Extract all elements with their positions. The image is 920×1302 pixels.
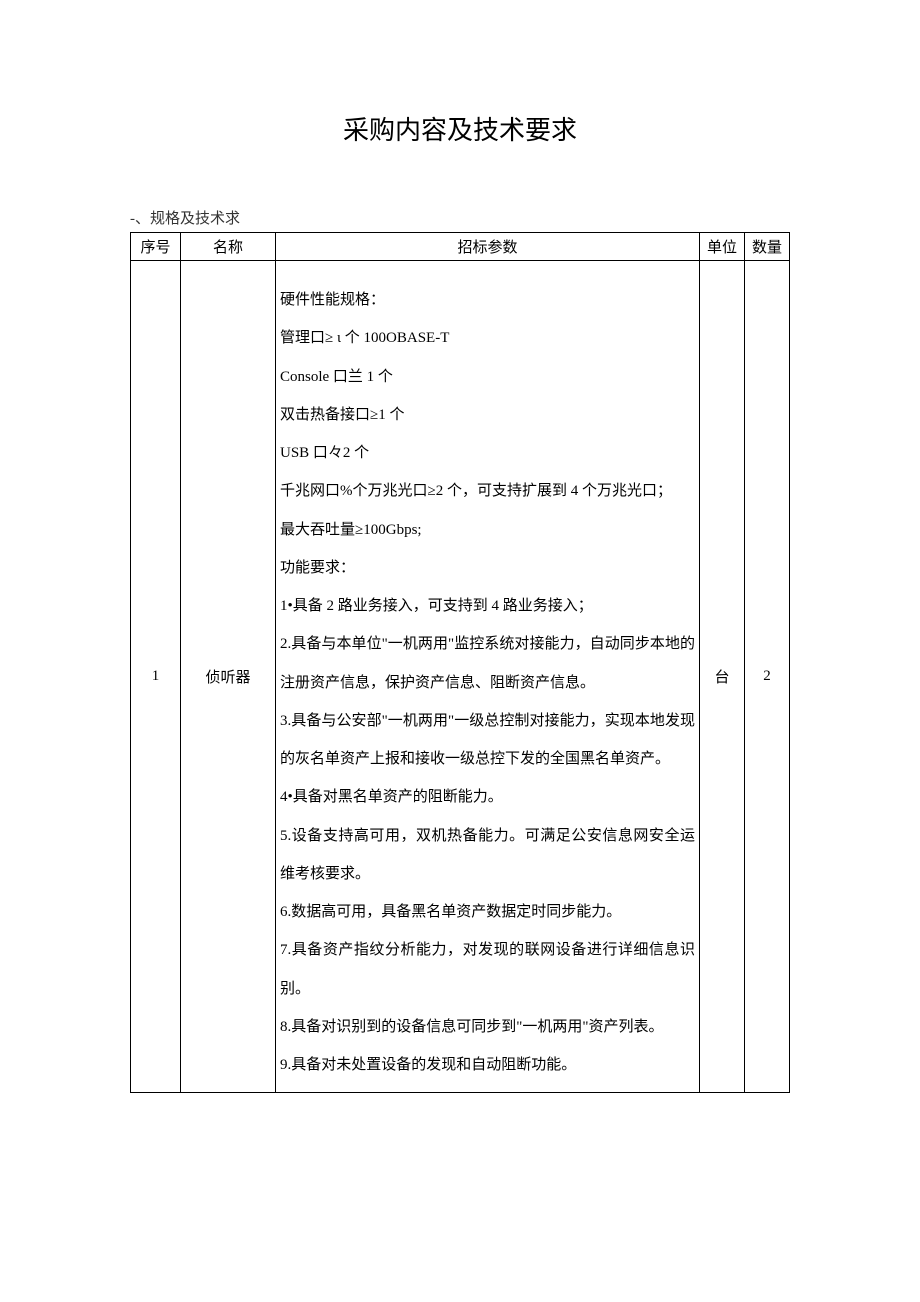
param-line: 7.具备资产指纹分析能力，对发现的联网设备进行详细信息识别。 <box>280 931 695 1008</box>
cell-params: 硬件性能规格： 管理口≥ ι 个 100OBASE-T Console 口兰 1… <box>276 261 700 1093</box>
param-line: 硬件性能规格： <box>280 281 695 319</box>
param-line: 管理口≥ ι 个 100OBASE-T <box>280 319 695 357</box>
cell-name: 侦听器 <box>181 261 276 1093</box>
cell-seq: 1 <box>131 261 181 1093</box>
document-title: 采购内容及技术要求 <box>130 110 790 147</box>
param-line: 6.数据高可用，具备黑名单资产数据定时同步能力。 <box>280 893 695 931</box>
header-name: 名称 <box>181 233 276 261</box>
param-line: 双击热备接口≥1 个 <box>280 396 695 434</box>
param-line: 9.具备对未处置设备的发现和自动阻断功能。 <box>280 1046 695 1084</box>
table-row: 1 侦听器 硬件性能规格： 管理口≥ ι 个 100OBASE-T Consol… <box>131 261 790 1093</box>
spec-table: 序号 名称 招标参数 单位 数量 1 侦听器 硬件性能规格： 管理口≥ ι 个 … <box>130 232 790 1093</box>
param-line: 1•具备 2 路业务接入，可支持到 4 路业务接入； <box>280 587 695 625</box>
param-line: 5.设备支持高可用，双机热备能力。可满足公安信息网安全运维考核要求。 <box>280 817 695 894</box>
param-line: 8.具备对识别到的设备信息可同步到"一机两用"资产列表。 <box>280 1008 695 1046</box>
table-header-row: 序号 名称 招标参数 单位 数量 <box>131 233 790 261</box>
param-line: 功能要求： <box>280 549 695 587</box>
param-line: Console 口兰 1 个 <box>280 358 695 396</box>
header-params: 招标参数 <box>276 233 700 261</box>
header-qty: 数量 <box>745 233 790 261</box>
param-line: 千兆网口%个万兆光口≥2 个，可支持扩展到 4 个万兆光口； <box>280 472 695 510</box>
param-line: 3.具备与公安部"一机两用"一级总控制对接能力，实现本地发现的灰名单资产上报和接… <box>280 702 695 779</box>
cell-unit: 台 <box>700 261 745 1093</box>
param-line: USB 口々2 个 <box>280 434 695 472</box>
section-subtitle: -、规格及技术求 <box>130 207 790 228</box>
param-line: 2.具备与本单位"一机两用"监控系统对接能力，自动同步本地的注册资产信息，保护资… <box>280 625 695 702</box>
cell-qty: 2 <box>745 261 790 1093</box>
header-unit: 单位 <box>700 233 745 261</box>
header-seq: 序号 <box>131 233 181 261</box>
param-line: 最大吞吐量≥100Gbps; <box>280 511 695 549</box>
param-line: 4•具备对黑名单资产的阻断能力。 <box>280 778 695 816</box>
